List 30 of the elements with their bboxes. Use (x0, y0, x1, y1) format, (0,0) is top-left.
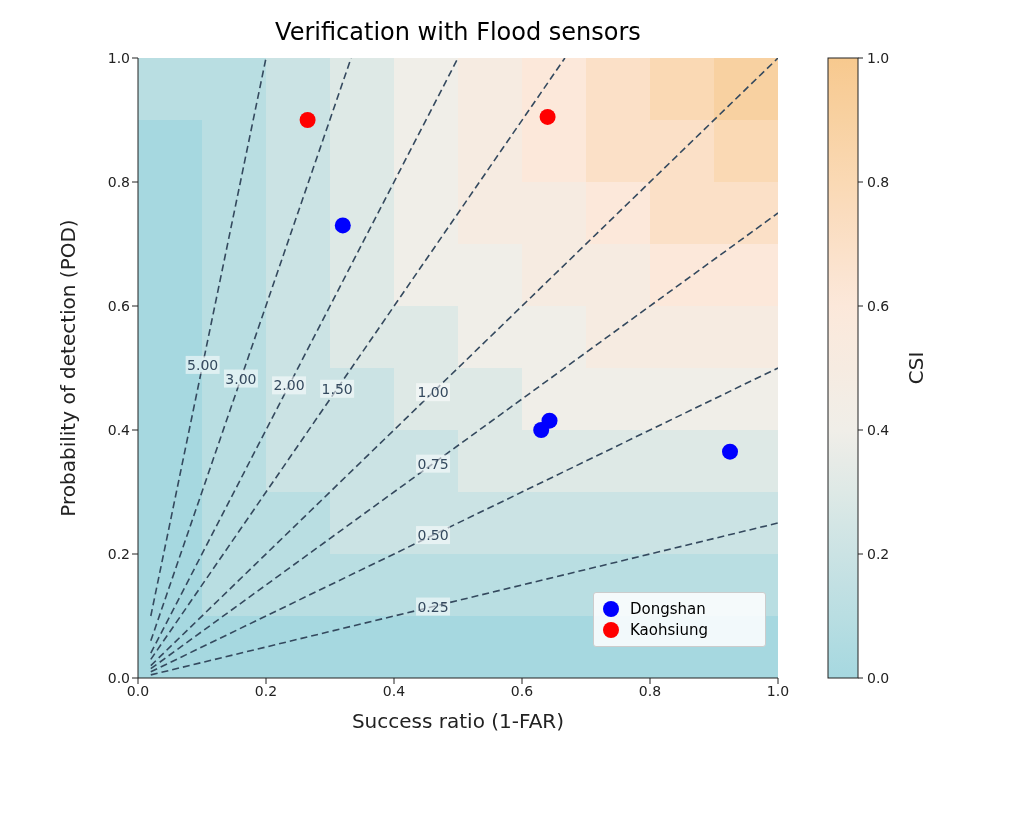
series-label: 2.00 (273, 377, 305, 394)
color-bar-label: 0.8 (867, 174, 890, 190)
series-label: 1.00 (417, 384, 449, 401)
y-axis-title: Probability of detection (POD) (56, 219, 81, 517)
x-tick-label: 0.8 (638, 682, 662, 699)
x-tick-label: 1.0 (766, 682, 790, 699)
legend-label: Dongshan (630, 600, 706, 618)
color-bar-label: 0.0 (867, 670, 890, 686)
x-tick-label: 0.4 (382, 682, 406, 699)
color-bar-label: 0.2 (867, 546, 890, 562)
x-axis-title: Success ratio (1-FAR) (351, 709, 565, 733)
y-tick-label: 0.8 (107, 173, 130, 190)
y-tick-label: 0.2 (107, 545, 130, 562)
chart-title: Verification with Flood sensors (274, 18, 642, 46)
legend-label: Kaohsiung (630, 621, 708, 639)
x-tick-label: 0.6 (510, 682, 534, 699)
y-tick-label: 0.4 (107, 421, 131, 438)
y-tick-label: 1.0 (107, 49, 130, 66)
series-label: 0.50 (417, 527, 449, 544)
color-bar-label: 1.0 (867, 50, 890, 66)
color-bar-label: 0.6 (867, 298, 890, 314)
color-bar-label: 0.4 (867, 422, 890, 438)
series-label: 1.50 (321, 380, 353, 397)
series-label: 0.75 (417, 455, 449, 472)
series-label: 3.00 (225, 370, 257, 387)
series-label: 0.25 (417, 598, 449, 615)
y-tick-label: 0.6 (107, 297, 131, 314)
color-bar-title: CSI (904, 351, 928, 385)
series-label: 5.00 (187, 356, 219, 373)
x-tick-label: 0.2 (254, 682, 278, 699)
